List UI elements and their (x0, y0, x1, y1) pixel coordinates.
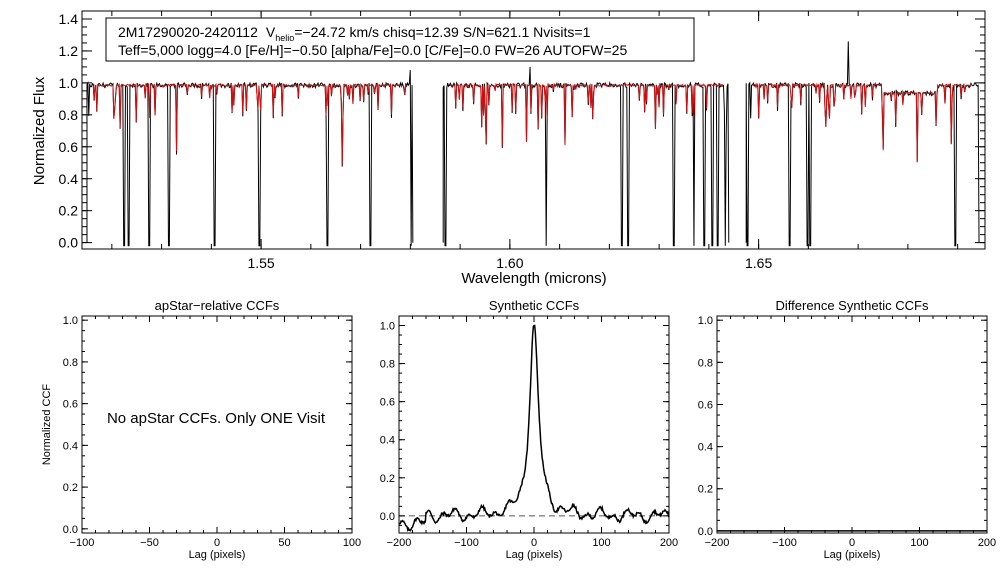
spectrum-ytick-label: 0.0 (59, 235, 79, 251)
info-line-1: 2M17290020-2420112 Vhelio=−24.72 km/s chi… (118, 24, 591, 43)
spectrum-y-label: Normalized Flux (31, 76, 48, 185)
info-box (105, 17, 695, 62)
ccf3-xtick-label: 0 (849, 537, 855, 549)
ccf3-ytick-label: 0.2 (698, 484, 713, 496)
ccf1-x-label: Lag (pixels) (189, 549, 246, 561)
ccf1-ytick-label: 0.6 (63, 399, 78, 411)
spectrum-axes: 1.55 1.60 1.65 0.0 0.2 0.4 0.6 0.8 1.0 1.2 1.4 (59, 10, 986, 271)
ccf1-ytick-label: 0.0 (63, 524, 78, 536)
spectrum-ytick-label: 1.4 (59, 11, 79, 27)
ccf2-axes: −200 −100 0 100 200 0.0 0.2 0.4 0.6 0.8 1.0 Synthet… (380, 298, 678, 561)
ccf3-frame (716, 315, 988, 534)
spectrum-ytick-label: 0.4 (59, 171, 79, 187)
ccf2-xtick-label: −200 (387, 537, 412, 549)
vhelio-subscript: helio (275, 33, 294, 43)
star-id: 2M17290020-2420112 (118, 24, 258, 40)
ccf2-title: Synthetic CCFs (489, 298, 580, 313)
spectrum-ytick-label: 0.8 (59, 107, 79, 123)
ccf1-y-label: Normalized CCF (41, 384, 53, 466)
difference-ccf-panel: −200 −100 0 100 200 0.0 0.2 0.4 0.6 0.8 1.0 Differe… (698, 298, 996, 561)
spectrum-ytick-label: 1.0 (59, 75, 79, 91)
ccf1-xtick-label: 0 (214, 537, 220, 549)
ccf3-ytick-label: 0.8 (698, 357, 713, 369)
spectrum-ytick-label: 0.6 (59, 139, 79, 155)
spectrum-xtick-label: 1.60 (496, 255, 523, 271)
spectrum-x-label: Wavelength (microns) (461, 270, 606, 287)
spectrum-ytick-label: 1.2 (59, 43, 79, 59)
vhelio-symbol: V (266, 24, 276, 40)
ccf2-frame (398, 315, 670, 534)
ccf2-ytick-label: 0.6 (380, 397, 395, 409)
ccf1-ytick-label: 1.0 (63, 315, 78, 327)
ccf3-xtick-label: 100 (910, 537, 928, 549)
spectrum-panel: 1.55 1.60 1.65 0.0 0.2 0.4 0.6 0.8 1.0 1.2 1.4 (59, 10, 986, 271)
ccf3-ytick-label: 1.0 (698, 315, 713, 327)
ccf2-ytick-label: 0.0 (380, 511, 395, 523)
spectrum-xtick-label: 1.55 (247, 255, 274, 271)
ccf2-ytick-label: 1.0 (380, 320, 395, 332)
ccf3-x-label: Lag (pixels) (824, 549, 881, 561)
ccf2-xtick-label: 100 (592, 537, 610, 549)
ccf3-xtick-label: −100 (772, 537, 797, 549)
ccf2-xtick-label: 200 (660, 537, 678, 549)
ccf3-ytick-label: 0.6 (698, 399, 713, 411)
ccf1-axes: −100 −50 0 50 100 0.0 0.2 0.4 0.6 0.8 1.0 apStar−re… (41, 298, 361, 561)
fit-stats: =−24.72 km/s chisq=12.39 S/N=621.1 Nvisi… (294, 24, 590, 40)
synthetic-ccf-line (398, 324, 670, 533)
ccf2-ytick-label: 0.8 (380, 359, 395, 371)
observed-spectrum-line (86, 41, 980, 247)
spectrum-xtick-label: 1.65 (745, 255, 772, 271)
ccf2-ytick-label: 0.2 (380, 473, 395, 485)
model-spectrum-line (92, 82, 973, 164)
ccf3-xtick-label: 200 (978, 537, 996, 549)
ccf2-xtick-label: 0 (531, 537, 537, 549)
ccf1-ytick-label: 0.2 (63, 482, 78, 494)
ccf3-axes: −200 −100 0 100 200 0.0 0.2 0.4 0.6 0.8 1.0 Differe… (698, 298, 996, 561)
ccf1-xtick-label: −100 (70, 537, 95, 549)
apstar-ccf-panel: −100 −50 0 50 100 0.0 0.2 0.4 0.6 0.8 1.0 apStar−re… (41, 298, 361, 561)
ccf1-xtick-label: −50 (140, 537, 159, 549)
ccf1-title: apStar−relative CCFs (155, 298, 280, 313)
synthetic-ccf-plot-area (398, 324, 670, 533)
synthetic-ccf-panel: −200 −100 0 100 200 0.0 0.2 0.4 0.6 0.8 1.0 Synthet… (380, 298, 678, 561)
no-ccf-note: No apStar CCFs. Only ONE Visit (107, 410, 326, 427)
ccf3-ytick-label: 0.0 (698, 526, 713, 538)
ccf1-xtick-label: 50 (278, 537, 290, 549)
ccf1-ytick-label: 0.4 (63, 440, 78, 452)
ccf1-ytick-label: 0.8 (63, 357, 78, 369)
ccf2-ytick-label: 0.4 (380, 435, 395, 447)
ccf3-ytick-label: 0.4 (698, 442, 713, 454)
ccf3-title: Difference Synthetic CCFs (776, 298, 929, 313)
ccf1-xtick-label: 100 (343, 537, 361, 549)
spectrum-frame (81, 10, 986, 250)
spectrum-ytick-label: 0.2 (59, 203, 79, 219)
info-line-2: Teff=5,000 logg=4.0 [Fe/H]=−0.50 [alpha/… (118, 42, 627, 58)
spectrum-plot-area (86, 41, 980, 247)
ccf3-xtick-label: −200 (705, 537, 730, 549)
ccf2-x-label: Lag (pixels) (506, 549, 563, 561)
ccf2-xtick-label: −100 (454, 537, 479, 549)
